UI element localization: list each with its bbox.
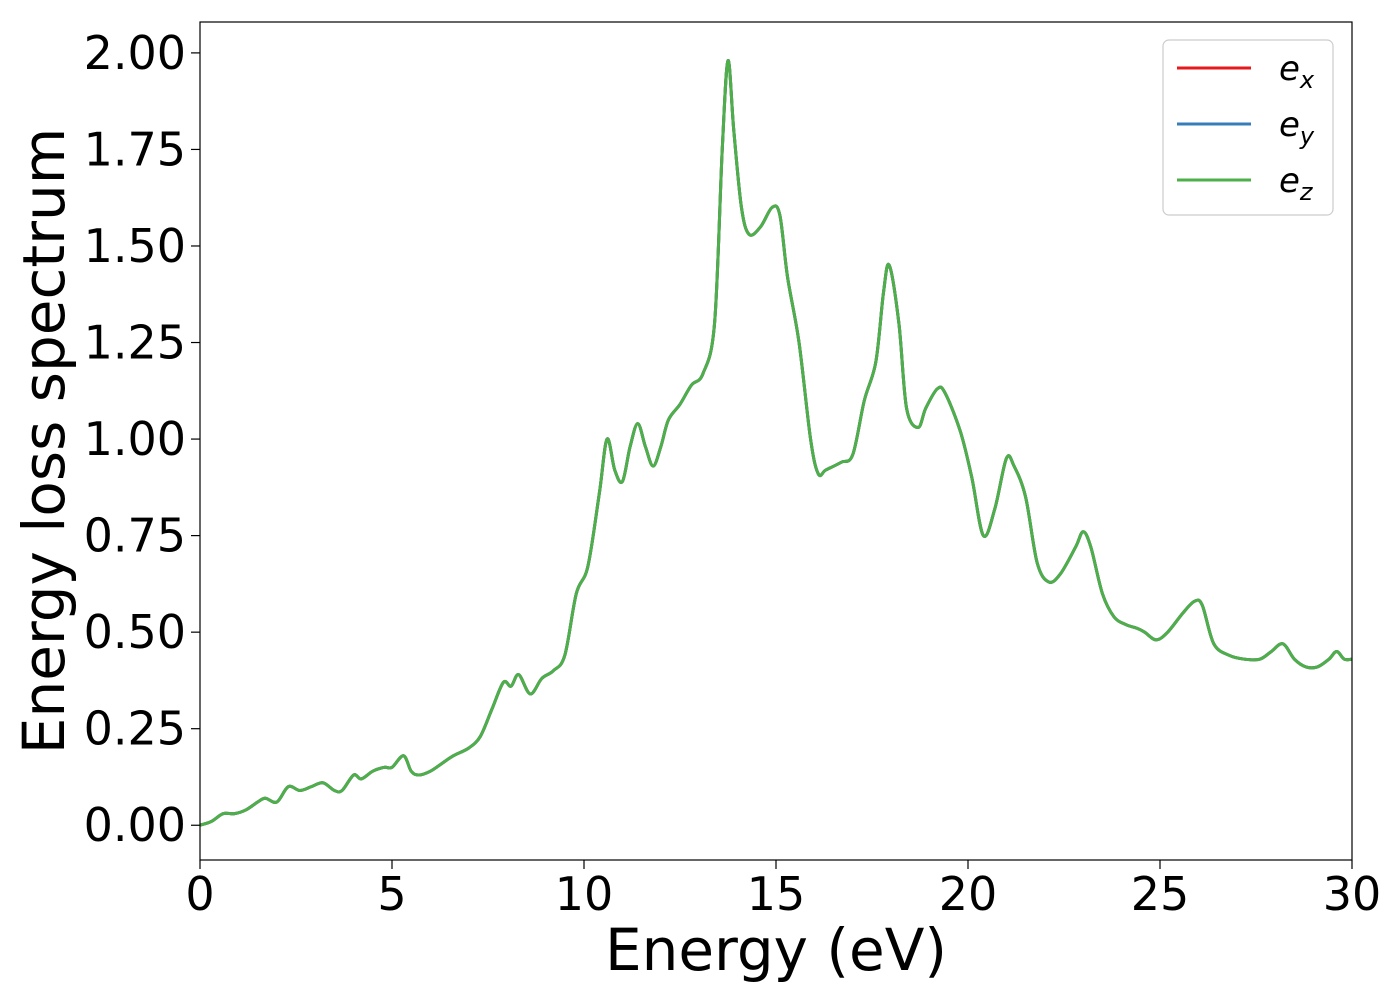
legend-label: ez [1279,161,1314,206]
x-axis: 0 5 10 15 20 25 30 [185,860,1381,921]
x-tick-label: 5 [377,867,406,921]
legend-label-base: e [1279,105,1300,145]
y-tick-label: 0.25 [84,702,186,756]
y-tick-label: 0.50 [84,605,186,659]
series-line-ez [200,59,1352,827]
x-tick-label: 0 [185,867,214,921]
legend-label-base: e [1279,161,1300,201]
x-axis-title: Energy (eV) [605,916,947,984]
x-tick-label: 25 [1131,867,1190,921]
y-tick-label: 1.75 [84,122,186,176]
x-tick-label: 20 [939,867,998,921]
legend-label: ey [1279,105,1315,150]
series-layer [200,59,1352,827]
y-axis-title: Energy loss spectrum [10,128,78,754]
y-tick-label: 2.00 [84,26,186,80]
legend-label-base: e [1279,49,1300,89]
y-tick-label: 0.75 [84,509,186,563]
y-tick-label: 0.00 [84,798,186,852]
x-tick-label: 30 [1323,867,1382,921]
y-tick-label: 1.00 [84,412,186,466]
legend-frame [1162,39,1334,216]
y-tick-label: 1.50 [84,219,186,273]
y-tick-label: 1.25 [84,316,186,370]
y-axis: 0.00 0.25 0.50 0.75 1.00 1.25 1.50 1.75 2.00 [84,26,200,852]
x-tick-label: 10 [555,867,614,921]
legend-label-subscript: z [1299,178,1314,206]
legend-label: ex [1279,49,1315,94]
legend-label-subscript: x [1299,66,1315,94]
x-tick-label: 15 [747,867,806,921]
legend-label-subscript: y [1299,122,1315,150]
